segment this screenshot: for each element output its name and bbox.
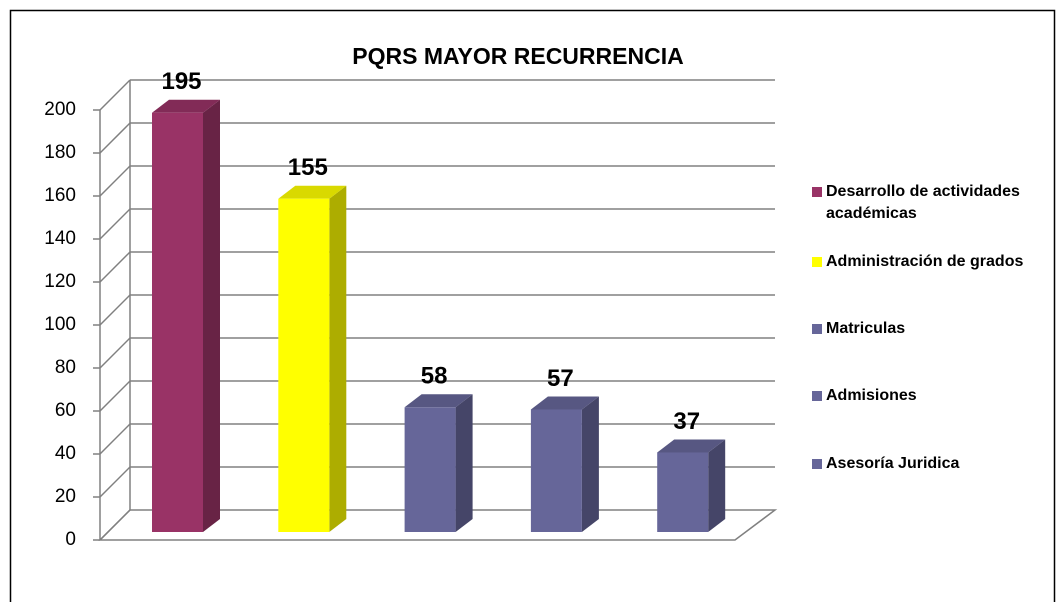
- bar-top: [657, 439, 726, 453]
- legend-label: Matriculas: [826, 320, 906, 337]
- y-tick-label: 0: [65, 529, 76, 550]
- y-tick-label: 40: [55, 443, 76, 464]
- grid-diagonal: [99, 466, 131, 498]
- legend-label: Admisiones: [826, 387, 917, 404]
- bar: [152, 112, 203, 532]
- y-tick-label: 20: [55, 486, 76, 507]
- legend-swatch: [812, 459, 822, 469]
- grid-diagonal: [99, 380, 131, 412]
- bar-side: [708, 439, 726, 532]
- legend-swatch: [812, 257, 822, 267]
- grid-diagonal: [99, 251, 131, 283]
- chart-title: PQRS MAYOR RECURRENCIA: [352, 43, 683, 69]
- bar-top: [152, 99, 220, 113]
- y-tick-label: 60: [55, 400, 76, 421]
- grid-diagonal: [99, 79, 131, 111]
- grid-diagonal: [99, 122, 131, 154]
- data-label: 195: [161, 68, 201, 95]
- legend-label: Asesoría Juridica: [826, 455, 960, 472]
- legend-label: Desarrollo de actividades académicas: [826, 183, 1020, 222]
- bar-side: [329, 185, 347, 532]
- grid-diagonal: [99, 165, 131, 197]
- bar: [278, 198, 330, 532]
- legend-swatch: [812, 324, 822, 334]
- y-tick-label: 200: [44, 99, 76, 120]
- bar-side: [203, 99, 220, 532]
- y-tick-label: 120: [44, 271, 76, 292]
- bar-side: [581, 396, 599, 532]
- bar-side: [455, 394, 473, 532]
- data-label: 37: [673, 408, 700, 435]
- grid-diagonal: [99, 423, 131, 455]
- legend-swatch: [812, 187, 822, 197]
- bar: [657, 452, 709, 532]
- bar: [404, 407, 456, 532]
- data-label: 155: [288, 154, 328, 181]
- y-tick-label: 180: [44, 142, 76, 163]
- y-tick-label: 140: [44, 228, 76, 249]
- bar-top: [530, 396, 599, 410]
- grid-diagonal: [99, 337, 131, 369]
- bar: [530, 409, 582, 532]
- legend-label: Administración de grados: [826, 253, 1024, 270]
- bar-top: [278, 185, 347, 199]
- y-tick-label: 80: [55, 357, 76, 378]
- legend-swatch: [812, 391, 822, 401]
- data-label: 58: [421, 363, 448, 390]
- grid-diagonal: [99, 208, 131, 240]
- grid-diagonal: [99, 509, 131, 541]
- y-tick-label: 160: [44, 185, 76, 206]
- grid-diagonal: [99, 294, 131, 326]
- y-tick-label: 100: [44, 314, 76, 335]
- bar-top: [404, 394, 473, 408]
- data-label: 57: [547, 365, 574, 392]
